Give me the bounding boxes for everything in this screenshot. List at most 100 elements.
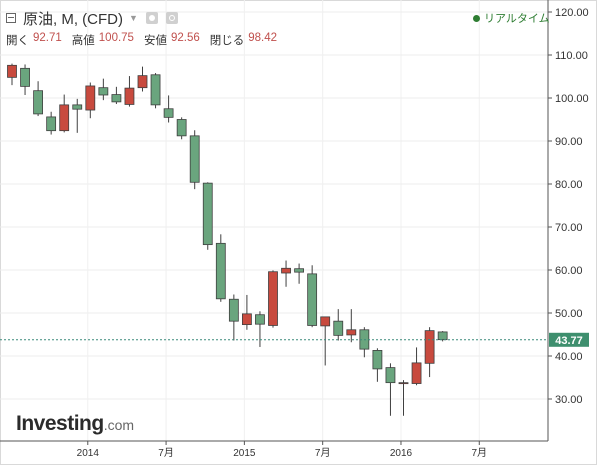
candle-body-down	[176, 119, 187, 137]
x-axis: 2014 7月 2015 7月 2016 7月	[0, 440, 548, 459]
open-value: 92.71	[33, 32, 62, 44]
candle-body-down	[98, 87, 109, 96]
candle-body-up	[7, 64, 17, 78]
candle[interactable]	[241, 294, 252, 330]
candle-body-down	[33, 90, 43, 115]
candle[interactable]	[215, 234, 226, 302]
chart-header: 原油, M, (CFD) ▼ 開く 92.71 高値 100.75 安値 92.…	[0, 0, 555, 52]
candle[interactable]	[7, 63, 17, 86]
ohlc-values: 開く 92.71 高値 100.75 安値 92.56 閉じる 98.42	[6, 32, 283, 48]
candle[interactable]	[320, 316, 331, 366]
y-tick-label: 40.00	[555, 351, 583, 363]
candle[interactable]	[176, 117, 187, 140]
x-tick-label: 7月	[158, 447, 174, 459]
camera-icon[interactable]	[145, 12, 158, 24]
logo-suffix: .com	[103, 417, 135, 433]
candle-body-down	[72, 104, 83, 110]
x-tick-label: 7月	[471, 447, 487, 459]
y-tick-label: 120.00	[555, 7, 589, 19]
candle[interactable]	[294, 263, 305, 284]
chart-grid	[0, 0, 548, 441]
candle-body-down	[385, 367, 396, 384]
candle-body-down	[294, 268, 305, 273]
candle[interactable]	[268, 270, 278, 328]
close-label: 閉じる	[209, 35, 245, 47]
candle-body-down	[215, 242, 226, 300]
candle[interactable]	[228, 294, 239, 341]
candle[interactable]	[437, 331, 448, 342]
collapse-icon[interactable]	[6, 13, 16, 23]
candle[interactable]	[111, 86, 122, 105]
y-tick-label: 50.00	[555, 308, 583, 320]
settings-icon[interactable]	[165, 12, 178, 24]
candle-body-up	[85, 85, 96, 111]
low-value: 92.56	[170, 32, 200, 44]
candle[interactable]	[359, 327, 370, 358]
candle[interactable]	[163, 95, 174, 123]
candle[interactable]	[346, 309, 357, 343]
candle[interactable]	[307, 265, 318, 328]
realtime-label: リアルタイム	[484, 13, 550, 25]
candles	[7, 63, 448, 416]
y-tick-label: 60.00	[555, 265, 583, 277]
candle-body-up	[424, 330, 435, 364]
candle-body-down	[228, 298, 239, 322]
candle-body-down	[20, 67, 30, 87]
candle[interactable]	[398, 380, 409, 416]
candle-body-down	[163, 108, 174, 118]
candle-body-up	[137, 75, 148, 89]
candle[interactable]	[424, 327, 435, 378]
title-row: 原油, M, (CFD) ▼	[6, 8, 178, 28]
candle-body-up	[346, 329, 357, 336]
candle[interactable]	[411, 347, 422, 386]
close-value: 98.42	[248, 32, 278, 44]
x-tick-label: 2014	[77, 448, 100, 459]
candle-body-up	[268, 271, 278, 326]
candle[interactable]	[20, 64, 30, 95]
candle[interactable]	[72, 98, 83, 133]
candle-body-down	[372, 350, 383, 370]
candle[interactable]	[59, 94, 70, 133]
candle[interactable]	[137, 66, 148, 92]
status-dot-icon	[473, 14, 480, 22]
candle-body-down	[189, 135, 200, 183]
realtime-indicator[interactable]: リアルタイム	[473, 10, 550, 26]
y-axis: 120.00 110.00 100.00 90.00 80.00 70.00 60.00 50…	[547, 0, 589, 441]
candle[interactable]	[124, 76, 135, 107]
candle-body-up	[281, 267, 291, 274]
candle-body-down	[333, 320, 344, 336]
high-label: 高値	[71, 35, 95, 47]
candle[interactable]	[255, 311, 265, 347]
investing-logo: Investing.com	[16, 412, 134, 436]
y-tick-label: 110.00	[555, 50, 588, 62]
instrument-title: 原油, M, (CFD)	[23, 10, 123, 28]
x-tick-label: 7月	[315, 447, 331, 459]
candle[interactable]	[333, 309, 344, 341]
dropdown-caret-icon[interactable]: ▼	[128, 13, 138, 23]
candle-body-down	[255, 314, 265, 325]
y-tick-label: 100.00	[555, 93, 589, 105]
candle-body-up	[241, 313, 252, 326]
open-label: 開く	[6, 35, 29, 47]
candle-body-down	[150, 74, 161, 106]
candle-body-up	[320, 316, 331, 327]
candle-body-down	[111, 94, 122, 103]
current-price-tag	[549, 332, 589, 347]
y-tick-label: 30.00	[555, 394, 583, 406]
candle[interactable]	[98, 78, 109, 101]
y-tick-label: 80.00	[555, 179, 583, 191]
candle[interactable]	[189, 130, 200, 190]
candle[interactable]	[202, 182, 213, 250]
candle-body-up	[59, 104, 70, 132]
candle[interactable]	[33, 81, 43, 117]
high-value: 100.75	[98, 32, 134, 44]
candle[interactable]	[85, 82, 96, 119]
candle[interactable]	[372, 348, 383, 382]
candle[interactable]	[150, 73, 161, 109]
candle[interactable]	[385, 363, 396, 416]
candle[interactable]	[281, 260, 291, 287]
candle[interactable]	[46, 111, 57, 135]
candle-body-up	[411, 362, 422, 384]
